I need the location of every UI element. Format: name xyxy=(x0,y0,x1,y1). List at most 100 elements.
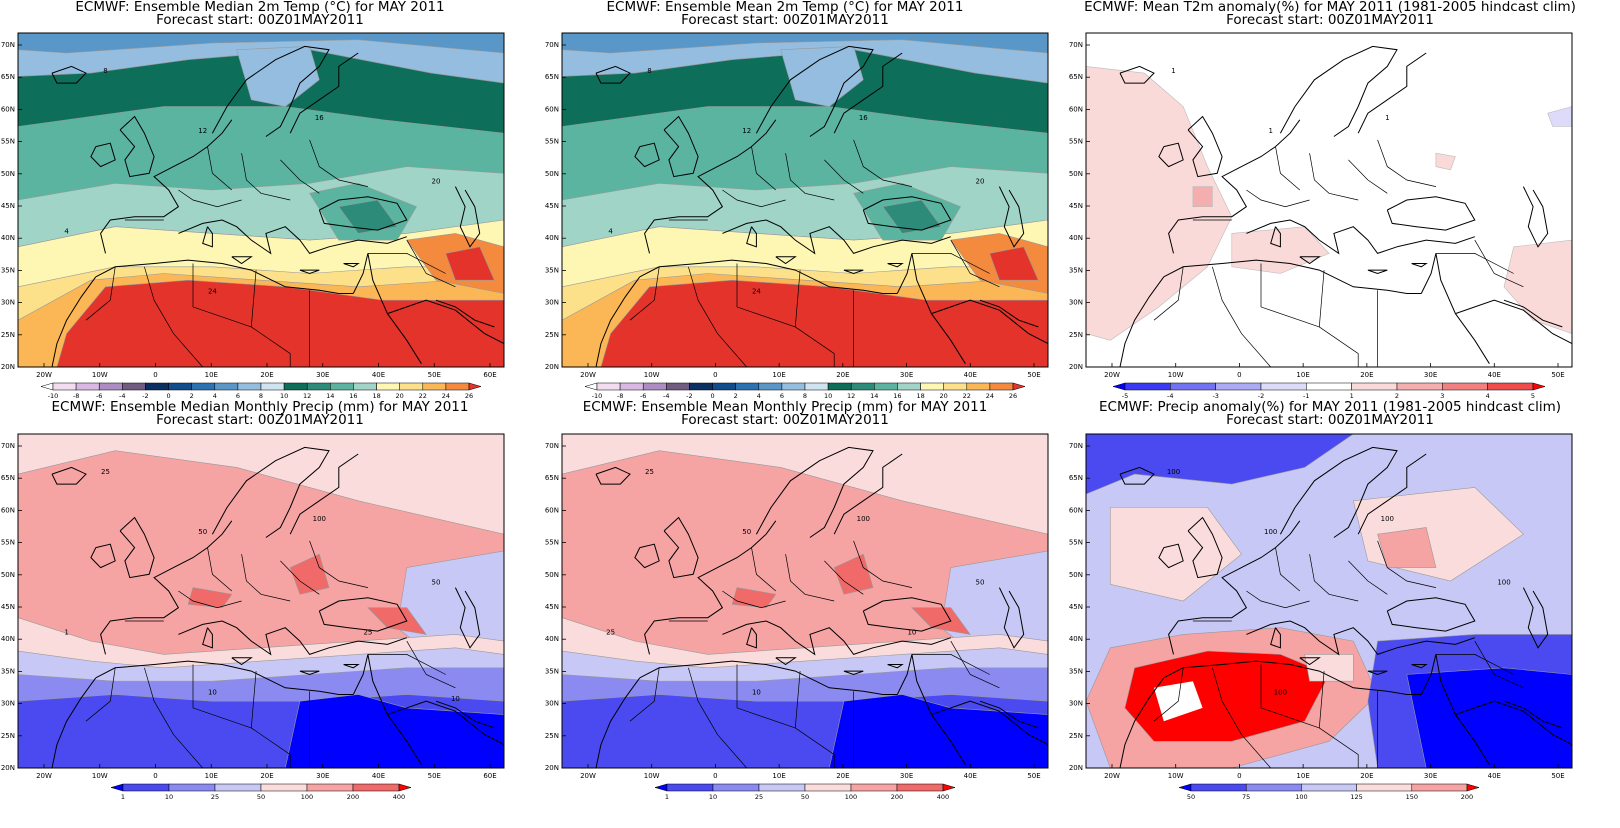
lat-label: 40N xyxy=(545,234,559,242)
lon-label: 10E xyxy=(1296,371,1309,379)
colorbar-label: 25 xyxy=(755,793,763,801)
lon-label: 20W xyxy=(1104,772,1120,780)
lon-label: 40E xyxy=(372,772,385,780)
lon-label: 20W xyxy=(36,371,52,379)
lon-label: 20E xyxy=(1360,371,1373,379)
colorbar-label: 1 xyxy=(665,793,669,801)
lat-label: 45N xyxy=(1069,202,1083,210)
country-borders xyxy=(85,540,456,768)
lon-label: 60E xyxy=(483,772,496,780)
colorbar-label: 4 xyxy=(757,392,761,400)
lat-label: 65N xyxy=(1,474,15,482)
lat-label: 65N xyxy=(545,474,559,482)
lat-label: 20N xyxy=(545,363,559,371)
colorbar-label: 12 xyxy=(303,392,311,400)
colorbar-label: 75 xyxy=(1242,793,1250,801)
lat-label: 45N xyxy=(545,603,559,611)
colorbar-label: 6 xyxy=(780,392,784,400)
colorbar: -10 -8 -6 -4 -2 0 2 4 6 8 10 12 14 16 18 20 22 24 26 xyxy=(584,382,1026,400)
lat-label: 40N xyxy=(1,635,15,643)
lon-label: 10W xyxy=(92,371,108,379)
contour-label: 100 xyxy=(1497,578,1510,586)
panel-subtitle: Forecast start: 00Z01MAY2011 xyxy=(156,412,364,428)
colorbar-label: 200 xyxy=(1461,793,1473,801)
shaded-field xyxy=(18,434,504,768)
colorbar-label: 100 xyxy=(301,793,313,801)
lon-label: 0 xyxy=(153,371,157,379)
lon-label: 30E xyxy=(1424,772,1437,780)
colorbar-label: 2 xyxy=(190,392,194,400)
lon-label: 0 xyxy=(1237,772,1241,780)
contour-label: 24 xyxy=(208,288,217,296)
colorbar: -10 -8 -6 -4 -2 0 2 4 6 8 10 12 14 16 18 20 22 24 26 xyxy=(40,382,482,400)
colorbar-label: 1 xyxy=(1350,392,1354,400)
panel-temp-anomaly: ECMWF: Mean T2m anomaly(%) for MAY 2011 … xyxy=(1040,0,1620,410)
lon-label: 20E xyxy=(836,772,849,780)
lat-label: 40N xyxy=(1,234,15,242)
colorbar-label: -3 xyxy=(1212,392,1218,400)
lat-label: 25N xyxy=(545,331,559,339)
colorbar-label: 0 xyxy=(711,392,715,400)
colorbar-label: -4 xyxy=(663,392,669,400)
lon-label: 10E xyxy=(772,772,785,780)
colorbar-label: 20 xyxy=(396,392,404,400)
lon-label: 50E xyxy=(1027,371,1040,379)
colorbar-label: 3 xyxy=(1440,392,1444,400)
lat-label: 55N xyxy=(1,138,15,146)
lon-label: 10W xyxy=(644,772,660,780)
colorbar-label: 50 xyxy=(257,793,265,801)
lat-label: 70N xyxy=(545,442,559,450)
lon-label: 10E xyxy=(1296,772,1309,780)
contour-label: 50 xyxy=(432,578,441,586)
lon-label: 0 xyxy=(1237,371,1241,379)
contour-label: 20 xyxy=(432,177,441,185)
contour-label: 100 xyxy=(313,515,326,523)
lon-label: 10W xyxy=(644,371,660,379)
colorbar-label: -5 xyxy=(1122,392,1128,400)
panel-median-temp: ECMWF: Ensemble Median 2m Temp (°C) for … xyxy=(1,0,510,410)
lat-label: 30N xyxy=(1,700,15,708)
lon-label: 50E xyxy=(1027,772,1040,780)
shaded-field xyxy=(562,33,1048,367)
colorbar-label: 0 xyxy=(167,392,171,400)
lon-label: 50E xyxy=(428,772,441,780)
colorbar-label: 2 xyxy=(1395,392,1399,400)
lon-label: 30E xyxy=(316,772,329,780)
colorbar-label: 24 xyxy=(986,392,994,400)
lat-label: 25N xyxy=(1,732,15,740)
colorbar-label: 5 xyxy=(1531,392,1535,400)
shaded-field xyxy=(1086,33,1572,367)
lat-label: 20N xyxy=(1,363,15,371)
panel-title: ECMWF: Ensemble Mean Monthly Precip (mm)… xyxy=(582,399,988,415)
panel-precip-anomaly: ECMWF: Precip anomaly(%) for MAY 2011 (1… xyxy=(1040,400,1620,828)
contour-label: 1 xyxy=(1268,127,1272,135)
colorbar-label: -10 xyxy=(592,392,603,400)
lat-label: 60N xyxy=(1,506,15,514)
contour-label: 4 xyxy=(64,227,69,235)
lon-label: 20W xyxy=(1104,371,1120,379)
lon-label: 20W xyxy=(36,772,52,780)
colorbar-label: 22 xyxy=(963,392,971,400)
lon-label: 50E xyxy=(1551,772,1564,780)
lat-label: 35N xyxy=(1069,266,1083,274)
panel-subtitle: Forecast start: 00Z01MAY2011 xyxy=(1226,412,1434,428)
shaded-field xyxy=(1086,434,1572,768)
colorbar-label: 2 xyxy=(734,392,738,400)
colorbar-label: 400 xyxy=(937,793,949,801)
lon-label: 0 xyxy=(713,772,717,780)
lat-label: 45N xyxy=(1,603,15,611)
contour-label: 12 xyxy=(198,127,207,135)
lat-label: 35N xyxy=(545,266,559,274)
panel-title: ECMWF: Mean T2m anomaly(%) for MAY 2011 … xyxy=(1084,0,1576,15)
lat-label: 25N xyxy=(1069,331,1083,339)
colorbar-label: 26 xyxy=(465,392,473,400)
contour-label: 4 xyxy=(608,227,613,235)
country-borders xyxy=(629,139,1000,367)
contour-label: 10 xyxy=(451,695,460,703)
lat-label: 30N xyxy=(545,700,559,708)
lon-label: 40E xyxy=(964,371,977,379)
panel-title: ECMWF: Ensemble Mean 2m Temp (°C) for MA… xyxy=(606,0,964,15)
colorbar-label: -4 xyxy=(119,392,125,400)
lat-label: 65N xyxy=(545,73,559,81)
colorbar-label: -6 xyxy=(640,392,646,400)
